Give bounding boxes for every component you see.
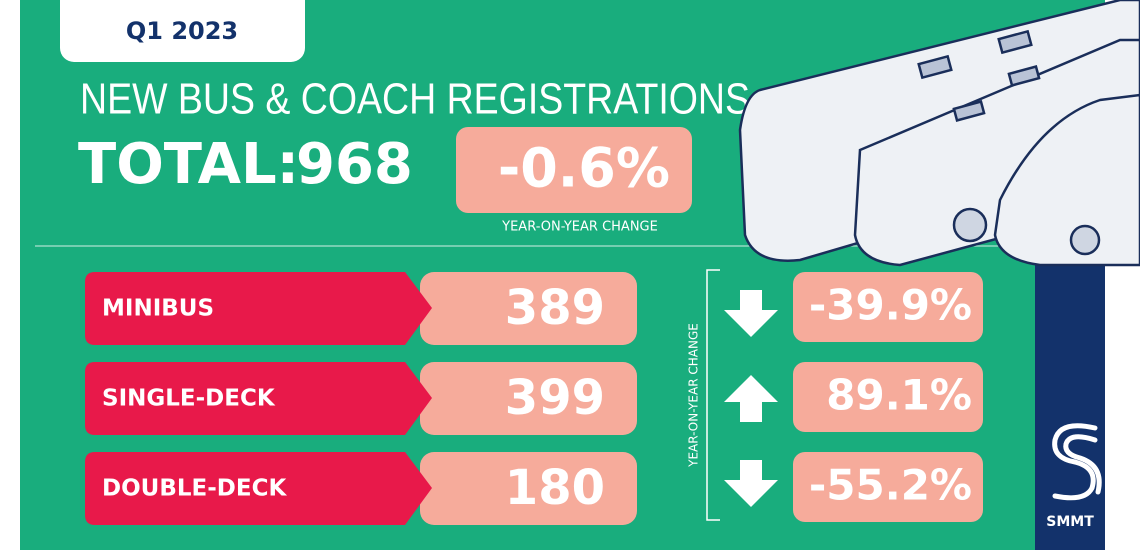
row: DOUBLE-DECK 180 -55.2% — [85, 452, 983, 525]
row-count: 399 — [505, 370, 605, 426]
count-box — [420, 362, 637, 435]
row-count: 180 — [505, 460, 605, 516]
overall-change: -0.6% — [498, 137, 670, 200]
logo-text: SMMT — [1046, 514, 1094, 530]
count-box — [420, 272, 637, 345]
bracket — [706, 269, 720, 521]
change-caption: YEAR-ON-YEAR CHANGE — [501, 220, 658, 235]
change-box — [793, 362, 983, 432]
total-label: TOTAL: — [78, 132, 299, 197]
label-box — [85, 272, 432, 345]
total-value: 968 — [296, 132, 413, 197]
change-box — [456, 127, 692, 213]
row-label: SINGLE-DECK — [102, 386, 276, 412]
logo — [1052, 423, 1102, 501]
title: NEW BUS & COACH REGISTRATIONS — [80, 75, 750, 124]
side-label: YEAR-ON-YEAR CHANGE — [687, 323, 701, 468]
row-change: 89.1% — [826, 371, 972, 420]
row-label: DOUBLE-DECK — [102, 476, 287, 502]
vehicles-illustration — [738, 0, 1140, 267]
arrow-up — [724, 375, 778, 422]
row-count: 389 — [505, 280, 605, 336]
change-box — [793, 272, 983, 342]
row: SINGLE-DECK 399 89.1% — [85, 362, 983, 435]
row-label: MINIBUS — [102, 296, 214, 322]
row-change: -39.9% — [809, 281, 972, 330]
logo-strip — [1035, 265, 1105, 550]
count-box — [420, 452, 637, 525]
period: Q1 2023 — [126, 17, 238, 45]
arrow-down — [724, 290, 778, 337]
label-box — [85, 452, 432, 525]
period-tab — [60, 0, 305, 62]
row-change: -55.2% — [809, 461, 972, 510]
label-box — [85, 362, 432, 435]
change-box — [793, 452, 983, 522]
row: MINIBUS 389 -39.9% — [85, 272, 983, 345]
arrow-down — [724, 460, 778, 507]
